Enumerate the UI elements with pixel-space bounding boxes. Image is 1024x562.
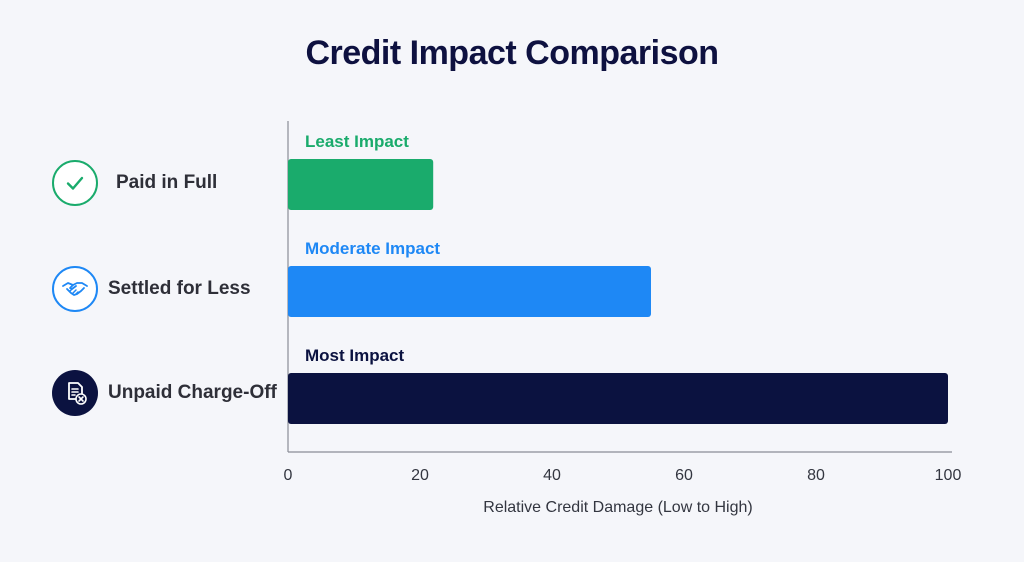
- x-tick-label: 80: [807, 467, 825, 484]
- bar: [288, 159, 434, 210]
- x-tick-label: 60: [675, 467, 693, 484]
- check-circle-icon: [52, 160, 98, 206]
- handshake-icon: [52, 266, 98, 312]
- bar-annotation: Most Impact: [305, 346, 405, 365]
- category-label: Settled for Less: [108, 278, 251, 299]
- bar-annotation: Least Impact: [305, 132, 409, 151]
- category-unpaid-charge-off: Unpaid Charge-Off: [52, 369, 277, 417]
- category-settled-for-less: Settled for Less: [52, 265, 251, 313]
- x-tick-label: 100: [935, 467, 962, 484]
- chart-title: Credit Impact Comparison: [305, 34, 719, 72]
- category-label: Unpaid Charge-Off: [108, 382, 277, 403]
- document-x-icon: [52, 370, 98, 416]
- x-tick-label: 40: [543, 467, 561, 484]
- x-tick-label: 20: [411, 467, 429, 484]
- bar-annotation: Moderate Impact: [305, 239, 440, 258]
- category-label: Paid in Full: [116, 172, 218, 193]
- x-tick-label: 0: [284, 467, 293, 484]
- bar: [288, 373, 948, 424]
- x-axis-label: Relative Credit Damage (Low to High): [483, 499, 753, 516]
- bar: [288, 266, 651, 317]
- category-paid-in-full: Paid in Full: [52, 159, 217, 207]
